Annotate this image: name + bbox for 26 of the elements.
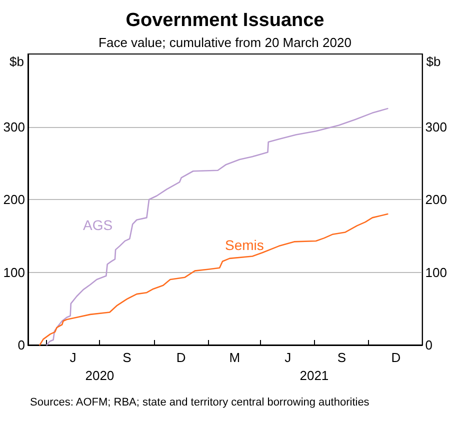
- text: S: [122, 350, 132, 365]
- line-series: [39, 213, 388, 346]
- x-tick-label: 2020: [85, 368, 114, 383]
- text: D: [391, 350, 401, 365]
- y2-tick-label: 100: [425, 264, 448, 280]
- y2-tick-label: 200: [425, 192, 448, 207]
- chart-subtitle: Face value; cumulative from 20 March 2020: [98, 35, 352, 50]
- y-tick-label: 200: [3, 192, 25, 207]
- text: M: [229, 350, 240, 365]
- x-tick-label: 2021: [300, 368, 329, 383]
- chart-title: Government Issuance: [126, 10, 324, 31]
- y-axis-title: $b: [10, 54, 24, 69]
- source-note: Sources: AOFM; RBA; state and territory central borrowing authorities: [30, 396, 370, 408]
- text: D: [176, 350, 186, 365]
- y-tick-label: 0: [18, 338, 25, 352]
- text: J: [70, 350, 76, 365]
- y-tick-label: 100: [3, 264, 25, 280]
- series-label: Semis: [225, 237, 264, 253]
- series-label: AGS: [83, 217, 113, 233]
- y2-tick-label: 0: [425, 338, 433, 352]
- y-tick-label: 300: [3, 119, 25, 134]
- y2-tick-label: 300: [425, 119, 448, 134]
- y2-axis-title: $b: [426, 54, 441, 69]
- text: J: [284, 350, 292, 365]
- text: S: [337, 350, 346, 365]
- line-series: [46, 108, 388, 346]
